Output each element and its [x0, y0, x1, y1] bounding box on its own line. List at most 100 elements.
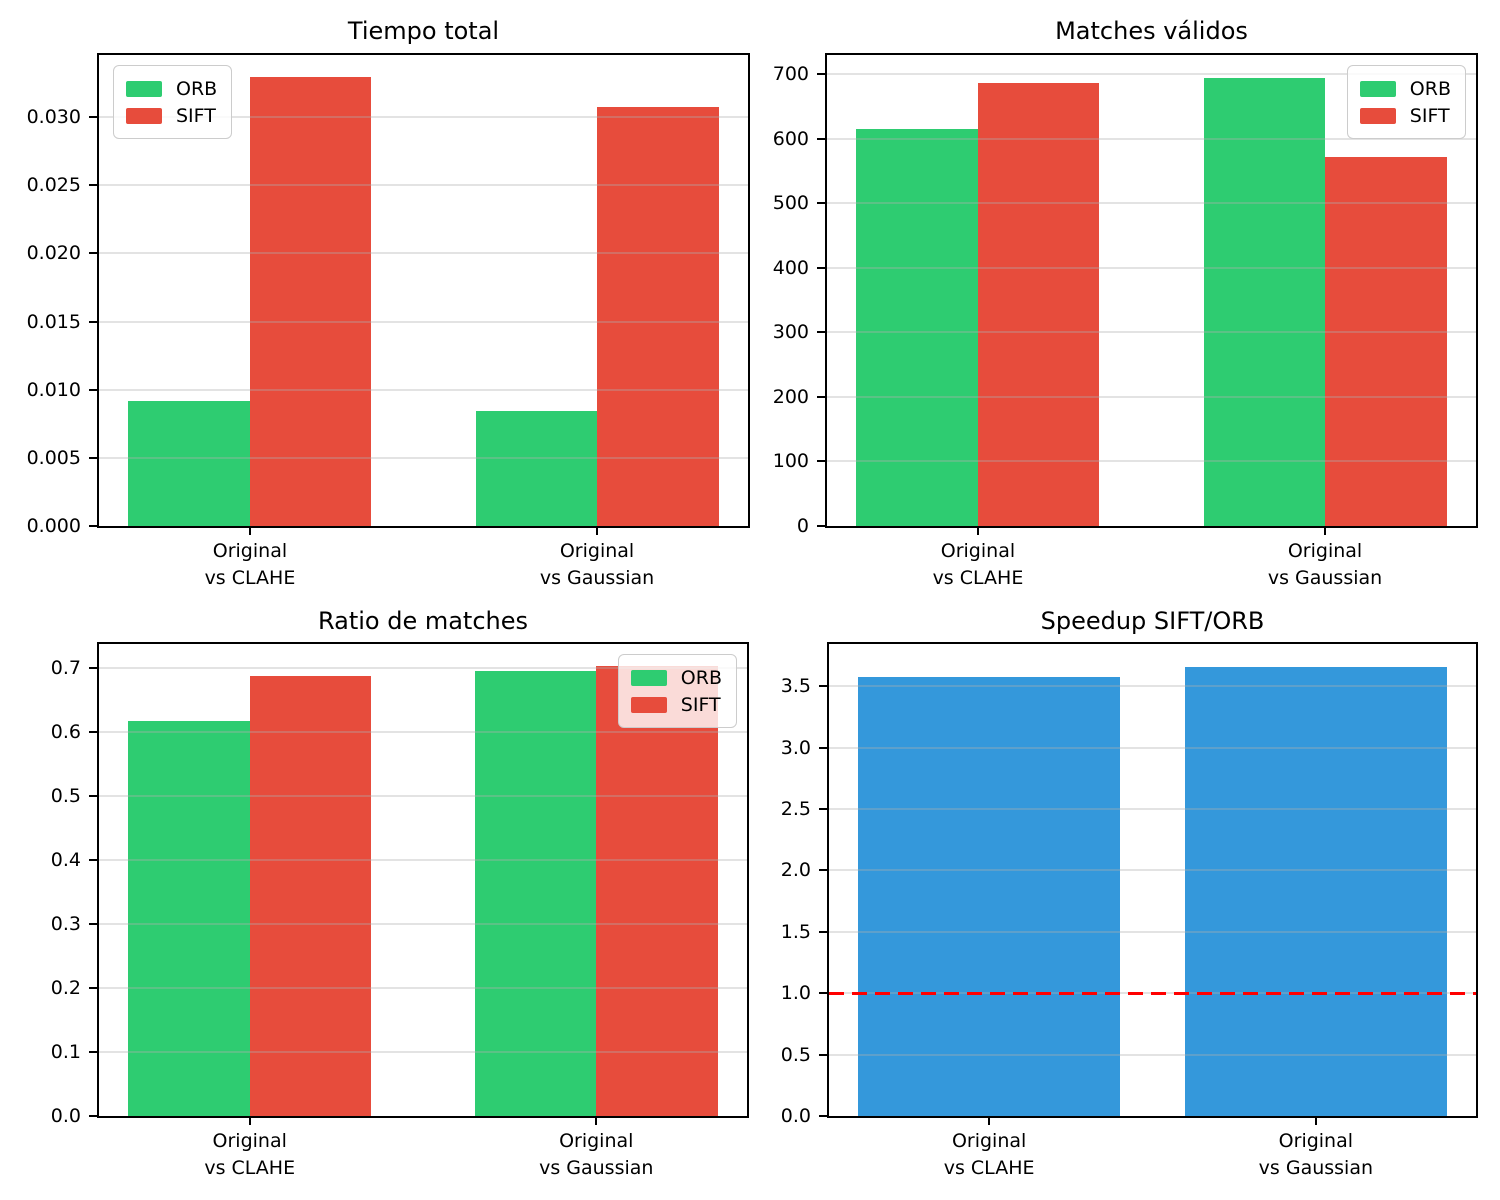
y-tick-mark [89, 320, 97, 323]
y-tick-label: 0.020 [26, 242, 81, 265]
legend-label: SIFT [176, 104, 216, 127]
y-tick-label: 0.7 [50, 656, 81, 679]
y-tick-mark [819, 930, 827, 933]
legend: ORB SIFT [617, 654, 737, 728]
y-tick-label: 0.1 [50, 1040, 81, 1063]
gridline [99, 252, 748, 255]
gridline [99, 184, 748, 187]
gridline [99, 858, 747, 861]
y-tick-label: 0.3 [50, 912, 81, 935]
y-tick-label: 500 [772, 192, 809, 215]
y-tick-label: 0.5 [50, 784, 81, 807]
bar-orb-original-vs-clahe [856, 128, 978, 526]
chart-title: Ratio de matches [317, 607, 529, 635]
bar-orb-original-vs-gaussian [1203, 77, 1326, 526]
gridline [827, 202, 1476, 205]
gridline [99, 1050, 747, 1053]
y-tick-mark [89, 666, 97, 669]
y-tick-mark [89, 116, 97, 119]
y-tick-mark [817, 460, 825, 463]
legend: ORB SIFT [113, 65, 233, 139]
y-tick-mark [817, 202, 825, 205]
plot-area: 0 100 200 300 400 500 600 700 Original vs CLAHE O… [773, 53, 1478, 589]
legend-row-sift: SIFT [1359, 102, 1451, 129]
bar-speedup-original-vs-gaussian [1185, 666, 1447, 1116]
x-tick-mark [596, 528, 599, 535]
x-tick-label: Original vs Gaussian [1267, 540, 1383, 589]
y-tick-mark [89, 525, 97, 527]
legend-label: ORB [680, 666, 722, 689]
gridline [99, 986, 747, 989]
y-tick-label: 2.5 [780, 798, 811, 821]
y-tick-mark [817, 137, 825, 140]
gridline [827, 73, 1476, 76]
x-tick-label: Original vs CLAHE [204, 540, 296, 589]
bar-sift-original-vs-gaussian [597, 107, 719, 526]
y-tick-label: 2.0 [780, 859, 811, 882]
y-tick-mark [817, 525, 825, 527]
x-tick-mark [248, 1118, 251, 1125]
x-tick-label: Original vs Gaussian [539, 1130, 654, 1179]
y-tick-label: 700 [772, 63, 809, 86]
gridline [829, 930, 1476, 933]
legend-swatch-sift [630, 696, 667, 713]
bar-orb-original-vs-gaussian [475, 411, 598, 526]
gridline [99, 116, 748, 119]
bar-orb-original-vs-gaussian [474, 670, 597, 1116]
bar-sift-original-vs-gaussian [1325, 156, 1447, 526]
y-tick-label: 1.5 [780, 920, 811, 943]
x-tick-label: Original vs CLAHE [204, 1130, 296, 1179]
gridline [829, 746, 1476, 749]
y-tick-mark [89, 858, 97, 861]
gridline [829, 869, 1476, 872]
legend: ORB SIFT [1346, 65, 1466, 139]
gridline [99, 922, 747, 925]
x-tick-mark [1324, 528, 1327, 535]
gridline [829, 1053, 1476, 1056]
y-tick-label: 0.005 [26, 446, 81, 469]
bar-sift-original-vs-clahe [249, 77, 372, 526]
bar-sift-original-vs-clahe [977, 82, 1100, 526]
legend-swatch-sift [126, 107, 162, 124]
bar-orb-original-vs-clahe [128, 400, 250, 526]
y-tick-mark [817, 331, 825, 334]
plot-area: 0.0 0.5 1.0 1.5 2.0 2.5 3.0 3.5 Original vs CLAH… [781, 642, 1478, 1179]
y-tick-label: 0.2 [50, 976, 81, 999]
bar-speedup-original-vs-clahe [858, 676, 1120, 1116]
x-tick-mark [1314, 1118, 1317, 1125]
y-tick-label: 0.025 [26, 174, 81, 197]
y-tick-mark [817, 266, 825, 269]
gridline [827, 460, 1476, 463]
y-tick-label: 0.010 [26, 378, 81, 401]
y-tick-label: 100 [772, 450, 809, 473]
bar-sift-original-vs-clahe [249, 676, 372, 1116]
y-tick-label: 0.6 [50, 720, 81, 743]
y-tick-label: 1.0 [780, 982, 811, 1005]
y-tick-label: 400 [772, 256, 809, 279]
x-tick-label: Original vs Gaussian [1258, 1130, 1374, 1179]
y-tick-label: 0.0 [780, 1105, 811, 1127]
x-tick-label: Original vs CLAHE [932, 540, 1024, 589]
legend-swatch-orb [126, 80, 162, 97]
y-tick-mark [819, 1115, 827, 1117]
x-tick-mark [595, 1118, 598, 1125]
plot-area: 0.0 0.1 0.2 0.3 0.4 0.5 0.6 0.7 Original vs CLAH… [51, 642, 749, 1179]
y-tick-label: 0 [796, 515, 809, 537]
gridline [827, 266, 1476, 269]
gridline [99, 456, 748, 459]
legend-swatch-orb [1359, 80, 1396, 97]
subplot-tiempo-total: Tiempo total 0.000 0.005 0.010 0.015 0.020 0.… [0, 0, 750, 600]
y-tick-label: 300 [772, 321, 809, 344]
x-tick-label: Original vs Gaussian [539, 540, 655, 589]
y-tick-mark [819, 685, 827, 688]
chart-title: Matches válidos [1055, 17, 1248, 45]
y-tick-label: 0.0 [50, 1105, 81, 1127]
y-tick-mark [89, 922, 97, 925]
y-tick-mark [89, 388, 97, 391]
y-tick-mark [819, 808, 827, 811]
legend-swatch-sift [1359, 107, 1396, 124]
y-tick-label: 0.5 [780, 1043, 811, 1066]
legend-label: SIFT [1409, 104, 1450, 127]
gridline [829, 808, 1476, 811]
legend-label: ORB [1409, 77, 1451, 100]
